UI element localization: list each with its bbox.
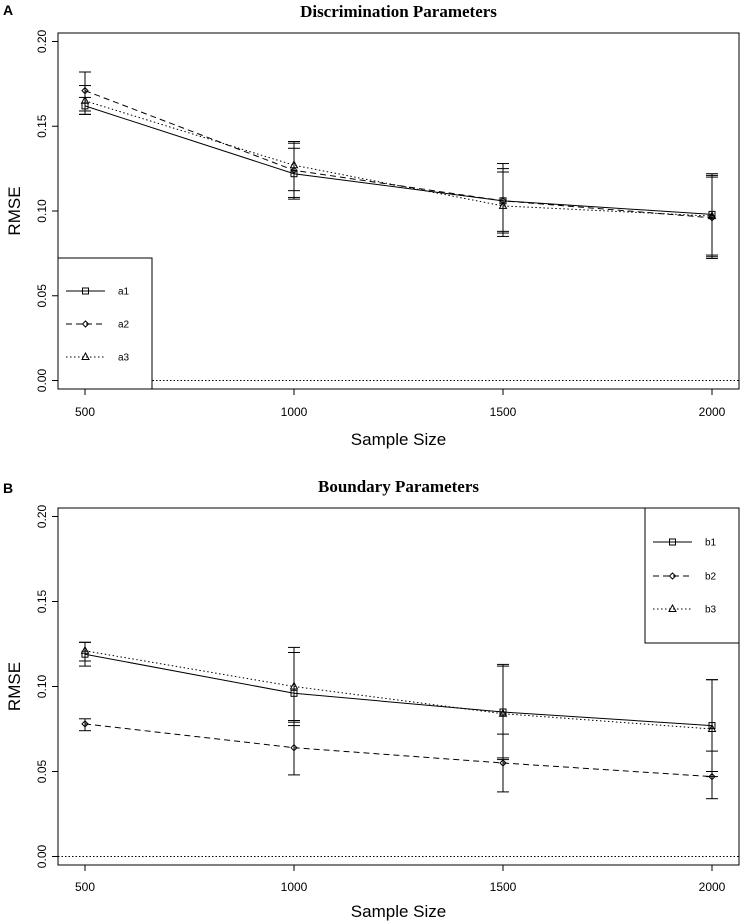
- chart-panel-a: A Discrimination Parameters 0.00 0.05 0.10 0.…: [3, 2, 740, 449]
- legend-box: [57, 257, 153, 390]
- series-line-b2: [84, 723, 713, 778]
- legend-marker-a2: [81, 320, 90, 328]
- y-tick-label: 0.15: [35, 114, 49, 138]
- series-line-a2: [84, 90, 713, 219]
- x-tick-label: 1500: [490, 880, 517, 894]
- x-tick-label: 500: [75, 405, 95, 419]
- data-point-a3: [80, 95, 90, 104]
- y-axis-label: RMSE: [5, 662, 24, 711]
- panel-label: A: [3, 2, 13, 18]
- data-point-a3: [707, 211, 717, 220]
- y-tick-label: 0.00: [35, 844, 49, 868]
- legend-marker-a3: [81, 351, 90, 360]
- legend-box: [644, 507, 740, 644]
- series-a2: [79, 71, 718, 259]
- plot-frame: [57, 32, 740, 390]
- x-tick-label: 1500: [490, 405, 517, 419]
- y-tick-label: 0.05: [35, 759, 49, 783]
- series-a1: [79, 96, 718, 256]
- x-tick-label: 500: [75, 880, 95, 894]
- y-tick-label: 0.10: [35, 199, 49, 223]
- data-point-b2: [81, 720, 89, 728]
- series-b1: [79, 641, 718, 772]
- chart-panel-b: B Boundary Parameters 0.00 0.05 0.10 0.15 0.20…: [3, 477, 740, 921]
- data-point-b2: [708, 772, 716, 781]
- legend-label-a1: a1: [118, 287, 130, 298]
- legend-marker-b3: [668, 603, 677, 612]
- x-axis-label: Sample Size: [351, 430, 446, 449]
- x-tick-label: 1000: [281, 405, 308, 419]
- y-tick-label: 0.10: [35, 674, 49, 698]
- x-tick-label: 1000: [281, 880, 308, 894]
- data-point-b3: [289, 681, 299, 690]
- y-tick-label: 0.15: [35, 589, 49, 613]
- y-tick-label: 0.05: [35, 284, 49, 308]
- chart-title: Boundary Parameters: [318, 477, 479, 496]
- legend-label-b2: b2: [705, 572, 717, 583]
- legend-marker-a1: [82, 287, 89, 295]
- series-line-b3: [84, 650, 713, 730]
- legend-label-a3: a3: [118, 353, 130, 364]
- legend: b1 b2 b3: [644, 507, 740, 644]
- chart-title: Discrimination Parameters: [300, 2, 497, 21]
- series-line-b1: [84, 653, 713, 727]
- x-tick-label: 2000: [699, 405, 726, 419]
- data-point-b3: [498, 708, 508, 717]
- y-axis-label: RMSE: [5, 186, 24, 235]
- legend-marker-b2: [668, 572, 677, 580]
- data-point-b3: [707, 723, 717, 732]
- y-tick-label: 0.20: [35, 29, 49, 53]
- data-point-a3: [498, 200, 508, 209]
- legend-label-a2: a2: [118, 320, 130, 331]
- y-tick-label: 0.20: [35, 504, 49, 528]
- x-tick-label: 2000: [699, 880, 726, 894]
- series-line-a1: [84, 105, 713, 215]
- data-point-b3: [80, 645, 90, 654]
- x-axis-label: Sample Size: [351, 902, 446, 921]
- data-point-b2: [499, 759, 507, 767]
- series-a3: [79, 85, 718, 258]
- data-point-b2: [290, 743, 298, 752]
- panel-label: B: [3, 480, 13, 496]
- plot-frame: [57, 507, 740, 866]
- series-b2: [79, 718, 718, 800]
- legend-marker-b1: [669, 538, 676, 546]
- data-point-a3: [289, 160, 299, 169]
- legend: a1 a2 a3: [57, 257, 153, 390]
- legend-label-b3: b3: [705, 605, 717, 616]
- legend-label-b1: b1: [705, 538, 717, 549]
- y-tick-label: 0.00: [35, 369, 49, 393]
- series-b3: [79, 641, 718, 778]
- series-line-a3: [84, 100, 713, 217]
